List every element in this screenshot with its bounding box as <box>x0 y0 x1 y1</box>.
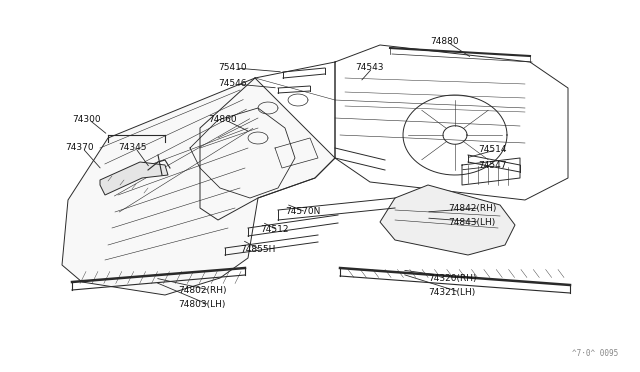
Text: 74802(RH): 74802(RH) <box>178 285 227 295</box>
Text: 75410: 75410 <box>218 64 246 73</box>
Polygon shape <box>62 78 335 295</box>
Text: 74320(RH): 74320(RH) <box>428 273 477 282</box>
Text: 74843(LH): 74843(LH) <box>448 218 495 227</box>
Text: 74860: 74860 <box>208 115 237 125</box>
Text: 74855H: 74855H <box>240 246 275 254</box>
Text: 74345: 74345 <box>118 144 147 153</box>
Text: 74570N: 74570N <box>285 208 321 217</box>
Text: 74300: 74300 <box>72 115 100 125</box>
Text: 74514: 74514 <box>478 145 506 154</box>
Text: 74546: 74546 <box>218 80 246 89</box>
Text: 74842(RH): 74842(RH) <box>448 203 497 212</box>
Text: 74880: 74880 <box>430 38 459 46</box>
Text: 74803(LH): 74803(LH) <box>178 301 225 310</box>
Polygon shape <box>380 185 515 255</box>
Text: 74512: 74512 <box>260 225 289 234</box>
Text: 74370: 74370 <box>65 144 93 153</box>
Text: ^7·0^ 0095: ^7·0^ 0095 <box>572 349 618 358</box>
Text: 74543: 74543 <box>355 64 383 73</box>
Text: 74321(LH): 74321(LH) <box>428 288 476 296</box>
Polygon shape <box>100 162 168 195</box>
Text: 74547: 74547 <box>478 161 506 170</box>
